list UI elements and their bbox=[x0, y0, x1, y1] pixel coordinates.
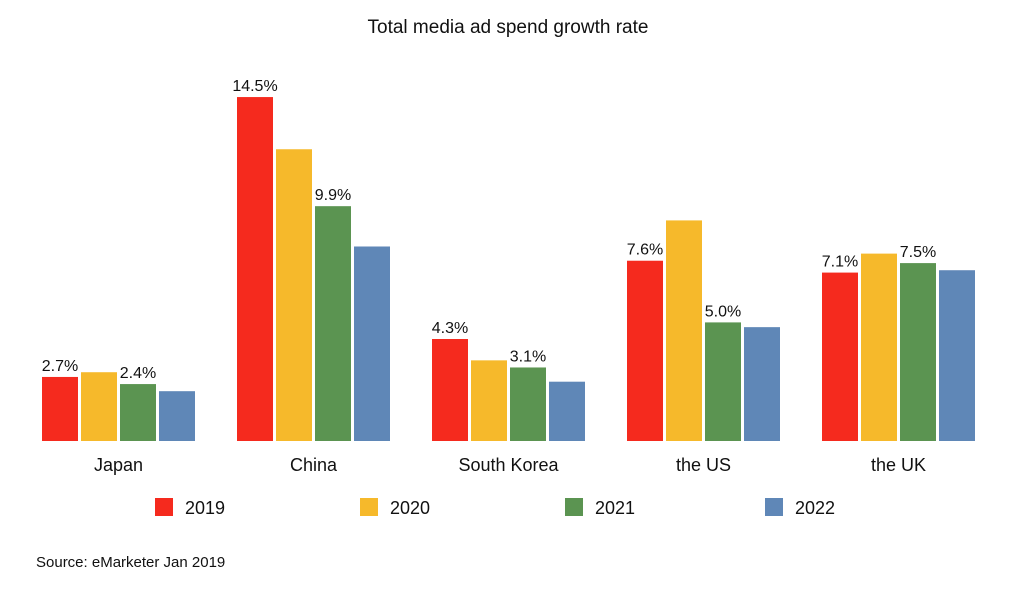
data-label: 7.1% bbox=[822, 254, 858, 271]
category-label: South Korea bbox=[458, 455, 559, 475]
bar-2021-japan bbox=[120, 384, 156, 441]
data-label: 14.5% bbox=[232, 78, 277, 95]
legend-swatch-2022 bbox=[765, 498, 783, 516]
legend-swatch-2021 bbox=[565, 498, 583, 516]
data-label: 2.7% bbox=[42, 358, 78, 375]
bar-2022-the-uk bbox=[939, 270, 975, 441]
data-label: 7.5% bbox=[900, 244, 936, 261]
bar-2021-the-us bbox=[705, 322, 741, 441]
category-label: the UK bbox=[871, 455, 926, 475]
data-label: 4.3% bbox=[432, 320, 468, 337]
bars-layer: 2.7% 2.4% 14.5% 9.9% 4.3% 3.1% 7.6% 5.0% 7.1% 7.5… bbox=[42, 78, 975, 441]
bar-2022-the-us bbox=[744, 327, 780, 441]
bar-2020-the-us bbox=[666, 220, 702, 441]
data-label: 5.0% bbox=[705, 303, 741, 320]
bar-2021-south-korea bbox=[510, 367, 546, 441]
chart-title: Total media ad spend growth rate bbox=[368, 17, 649, 38]
data-label: 2.4% bbox=[120, 365, 156, 382]
bar-2022-china bbox=[354, 246, 390, 441]
data-label: 3.1% bbox=[510, 348, 546, 365]
legend-label: 2020 bbox=[390, 498, 430, 518]
bar-2020-china bbox=[276, 149, 312, 441]
data-label: 7.6% bbox=[627, 242, 663, 259]
legend-swatch-2020 bbox=[360, 498, 378, 516]
category-labels: Japan China South Korea the US the UK bbox=[94, 455, 926, 475]
bar-2019-china bbox=[237, 97, 273, 441]
data-label: 9.9% bbox=[315, 187, 351, 204]
bar-2019-japan bbox=[42, 376, 78, 441]
bar-2020-south-korea bbox=[471, 360, 507, 441]
bar-2020-japan bbox=[81, 372, 117, 441]
legend-label: 2022 bbox=[795, 498, 835, 518]
legend-label: 2019 bbox=[185, 498, 225, 518]
legend-swatch-2019 bbox=[155, 498, 173, 516]
legend-label: 2021 bbox=[595, 498, 635, 518]
bar-2022-south-korea bbox=[549, 381, 585, 441]
bar-2019-the-us bbox=[627, 260, 663, 441]
legend: 2019 2020 2021 2022 bbox=[155, 498, 835, 518]
category-label: the US bbox=[676, 455, 731, 475]
category-label: Japan bbox=[94, 455, 143, 475]
bar-2020-the-uk bbox=[861, 253, 897, 441]
bar-2019-south-korea bbox=[432, 339, 468, 441]
bar-2021-the-uk bbox=[900, 263, 936, 441]
category-label: China bbox=[290, 455, 338, 475]
source-note: Source: eMarketer Jan 2019 bbox=[36, 554, 225, 571]
bar-2019-the-uk bbox=[822, 272, 858, 441]
bar-2022-japan bbox=[159, 391, 195, 441]
bar-2021-china bbox=[315, 206, 351, 441]
